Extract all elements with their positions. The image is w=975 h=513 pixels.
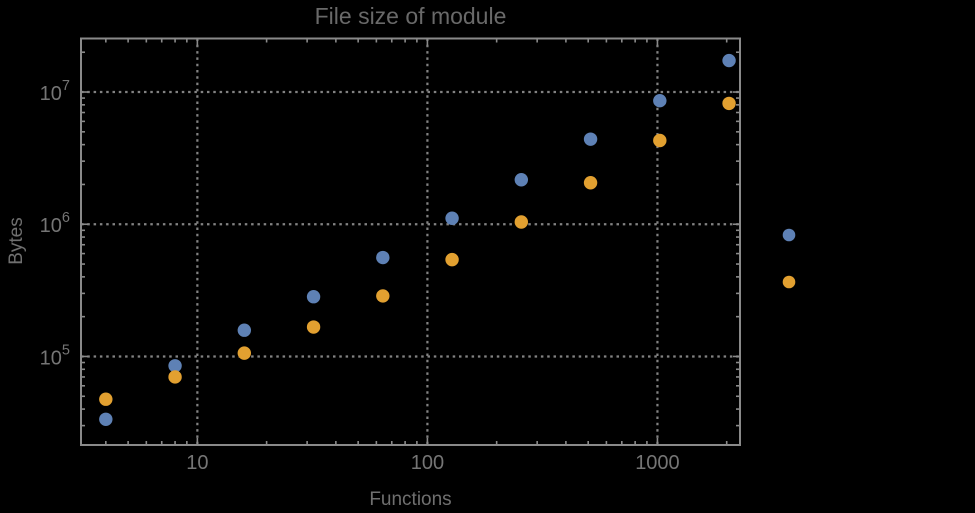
data-point-series-1 [445,211,459,225]
data-point-series-1 [376,250,390,265]
data-point-series-2 [99,392,113,406]
data-point-series-2 [306,320,321,334]
data-point-series-1 [168,359,182,373]
data-point-series-2 [514,215,529,229]
data-point-series-2 [376,289,390,303]
x-tick-label: 1000 [635,452,680,474]
data-point-series-2 [445,252,459,267]
legend-marker-series-1 [782,228,796,242]
y-tick-label: 105 [40,342,70,369]
x-tick-label: 100 [411,452,444,474]
data-point-series-1 [306,290,321,304]
data-point-series-1 [237,323,252,337]
data-point-series-2 [168,370,182,384]
data-point-series-2 [237,346,252,360]
legend-marker-series-2 [782,275,796,289]
y-tick-label: 106 [40,210,70,237]
x-axis-label: Functions [369,489,452,510]
data-point-series-2 [653,133,667,148]
data-point-series-1 [722,53,736,68]
data-point-series-1 [99,412,113,426]
y-tick-label: 107 [40,78,70,105]
plot-frame [80,37,741,446]
data-point-series-1 [653,93,667,108]
plot-title: File size of module [314,3,507,29]
x-tick-label: 10 [186,452,208,474]
data-point-series-2 [583,176,598,190]
data-point-series-1 [583,132,598,146]
data-point-series-1 [514,173,529,187]
data-point-series-2 [722,96,736,111]
